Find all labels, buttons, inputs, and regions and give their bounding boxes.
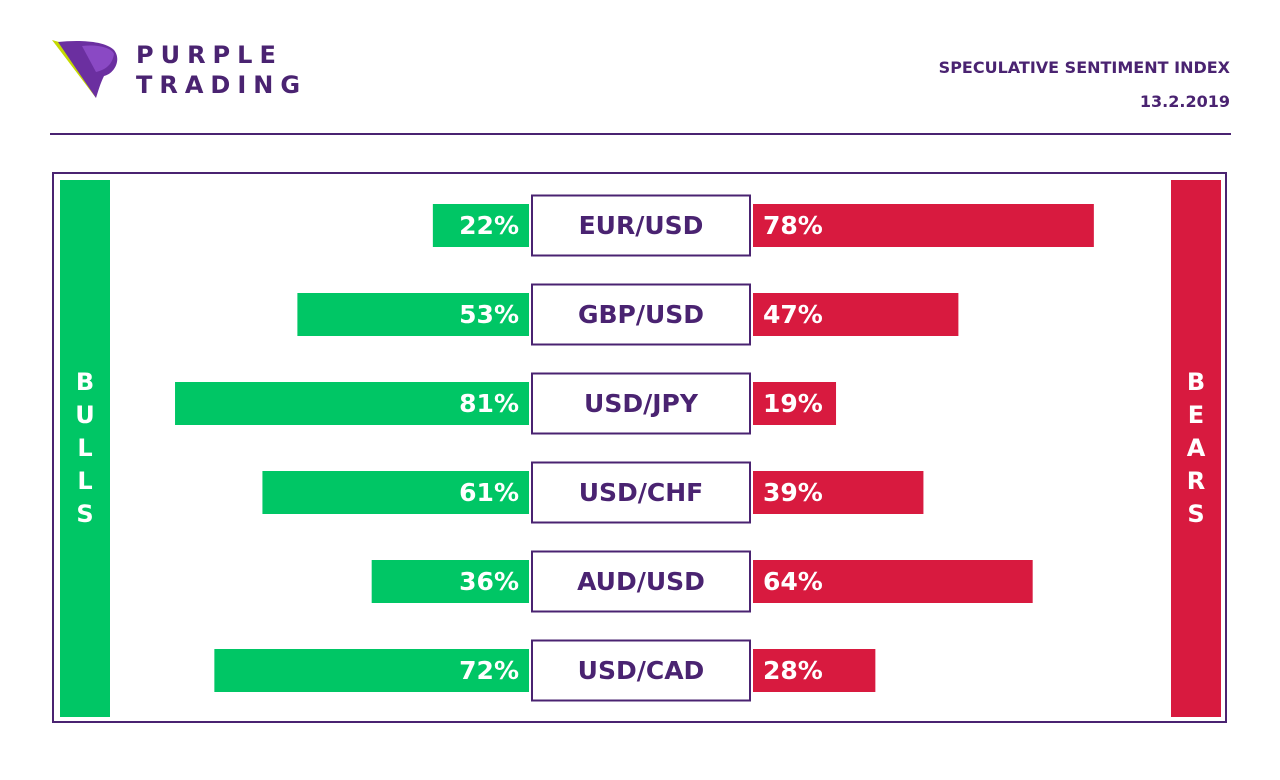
bull-value-label: 22% bbox=[459, 211, 519, 240]
report-date: 13.2.2019 bbox=[1139, 92, 1230, 111]
bull-value-label: 36% bbox=[459, 567, 519, 596]
bull-bar bbox=[175, 382, 529, 425]
bull-value-label: 81% bbox=[459, 389, 519, 418]
currency-pair-label: USD/CAD bbox=[578, 656, 705, 685]
bear-bar bbox=[753, 560, 1033, 603]
currency-pair-label: EUR/USD bbox=[579, 211, 704, 240]
bears-label-letter: R bbox=[1186, 467, 1206, 495]
bear-value-label: 39% bbox=[763, 478, 823, 507]
bears-label-letter: E bbox=[1187, 401, 1205, 429]
bull-bar bbox=[371, 560, 529, 603]
bulls-label-letter: S bbox=[76, 500, 94, 528]
bull-bar bbox=[432, 204, 529, 247]
bulls-label-letter: U bbox=[75, 401, 95, 429]
bulls-label-letter: L bbox=[77, 467, 93, 495]
bull-value-label: 61% bbox=[459, 478, 519, 507]
currency-pair-box bbox=[531, 283, 751, 346]
bull-bar bbox=[262, 471, 529, 514]
chart-frame bbox=[52, 172, 1227, 723]
currency-pair-box bbox=[531, 372, 751, 435]
bear-bar bbox=[753, 649, 876, 692]
header-divider bbox=[50, 133, 1231, 135]
bears-label-letter: A bbox=[1186, 434, 1206, 462]
bear-bar bbox=[753, 382, 837, 425]
currency-pair-label: GBP/USD bbox=[578, 300, 704, 329]
currency-pair-label: AUD/USD bbox=[577, 567, 705, 596]
bear-bar bbox=[753, 471, 924, 514]
bear-value-label: 64% bbox=[763, 567, 823, 596]
bulls-label-letter: B bbox=[75, 368, 95, 396]
brand-line-2: TRADING bbox=[136, 71, 308, 99]
report-title: SPECULATIVE SENTIMENT INDEX bbox=[938, 58, 1230, 77]
bear-value-label: 78% bbox=[763, 211, 823, 240]
brand-line-1: PURPLE bbox=[136, 41, 283, 69]
currency-pair-label: USD/CHF bbox=[579, 478, 704, 507]
bear-value-label: 47% bbox=[763, 300, 823, 329]
currency-pair-label: USD/JPY bbox=[584, 389, 699, 418]
bear-bar bbox=[753, 204, 1094, 247]
bull-value-label: 72% bbox=[459, 656, 519, 685]
currency-pair-box bbox=[531, 194, 751, 257]
purple-trading-logo-icon bbox=[52, 40, 118, 98]
brand-name: PURPLE TRADING bbox=[136, 40, 307, 100]
currency-pair-box bbox=[531, 461, 751, 524]
currency-pair-box bbox=[531, 639, 751, 702]
bull-value-label: 53% bbox=[459, 300, 519, 329]
currency-pair-box bbox=[531, 550, 751, 613]
bear-value-label: 19% bbox=[763, 389, 823, 418]
bears-label-letter: B bbox=[1186, 368, 1206, 396]
bears-label-letter: S bbox=[1187, 500, 1205, 528]
bull-bar bbox=[297, 293, 529, 336]
bear-bar bbox=[753, 293, 959, 336]
bull-bar bbox=[214, 649, 530, 692]
bulls-label-letter: L bbox=[77, 434, 93, 462]
bear-value-label: 28% bbox=[763, 656, 823, 685]
